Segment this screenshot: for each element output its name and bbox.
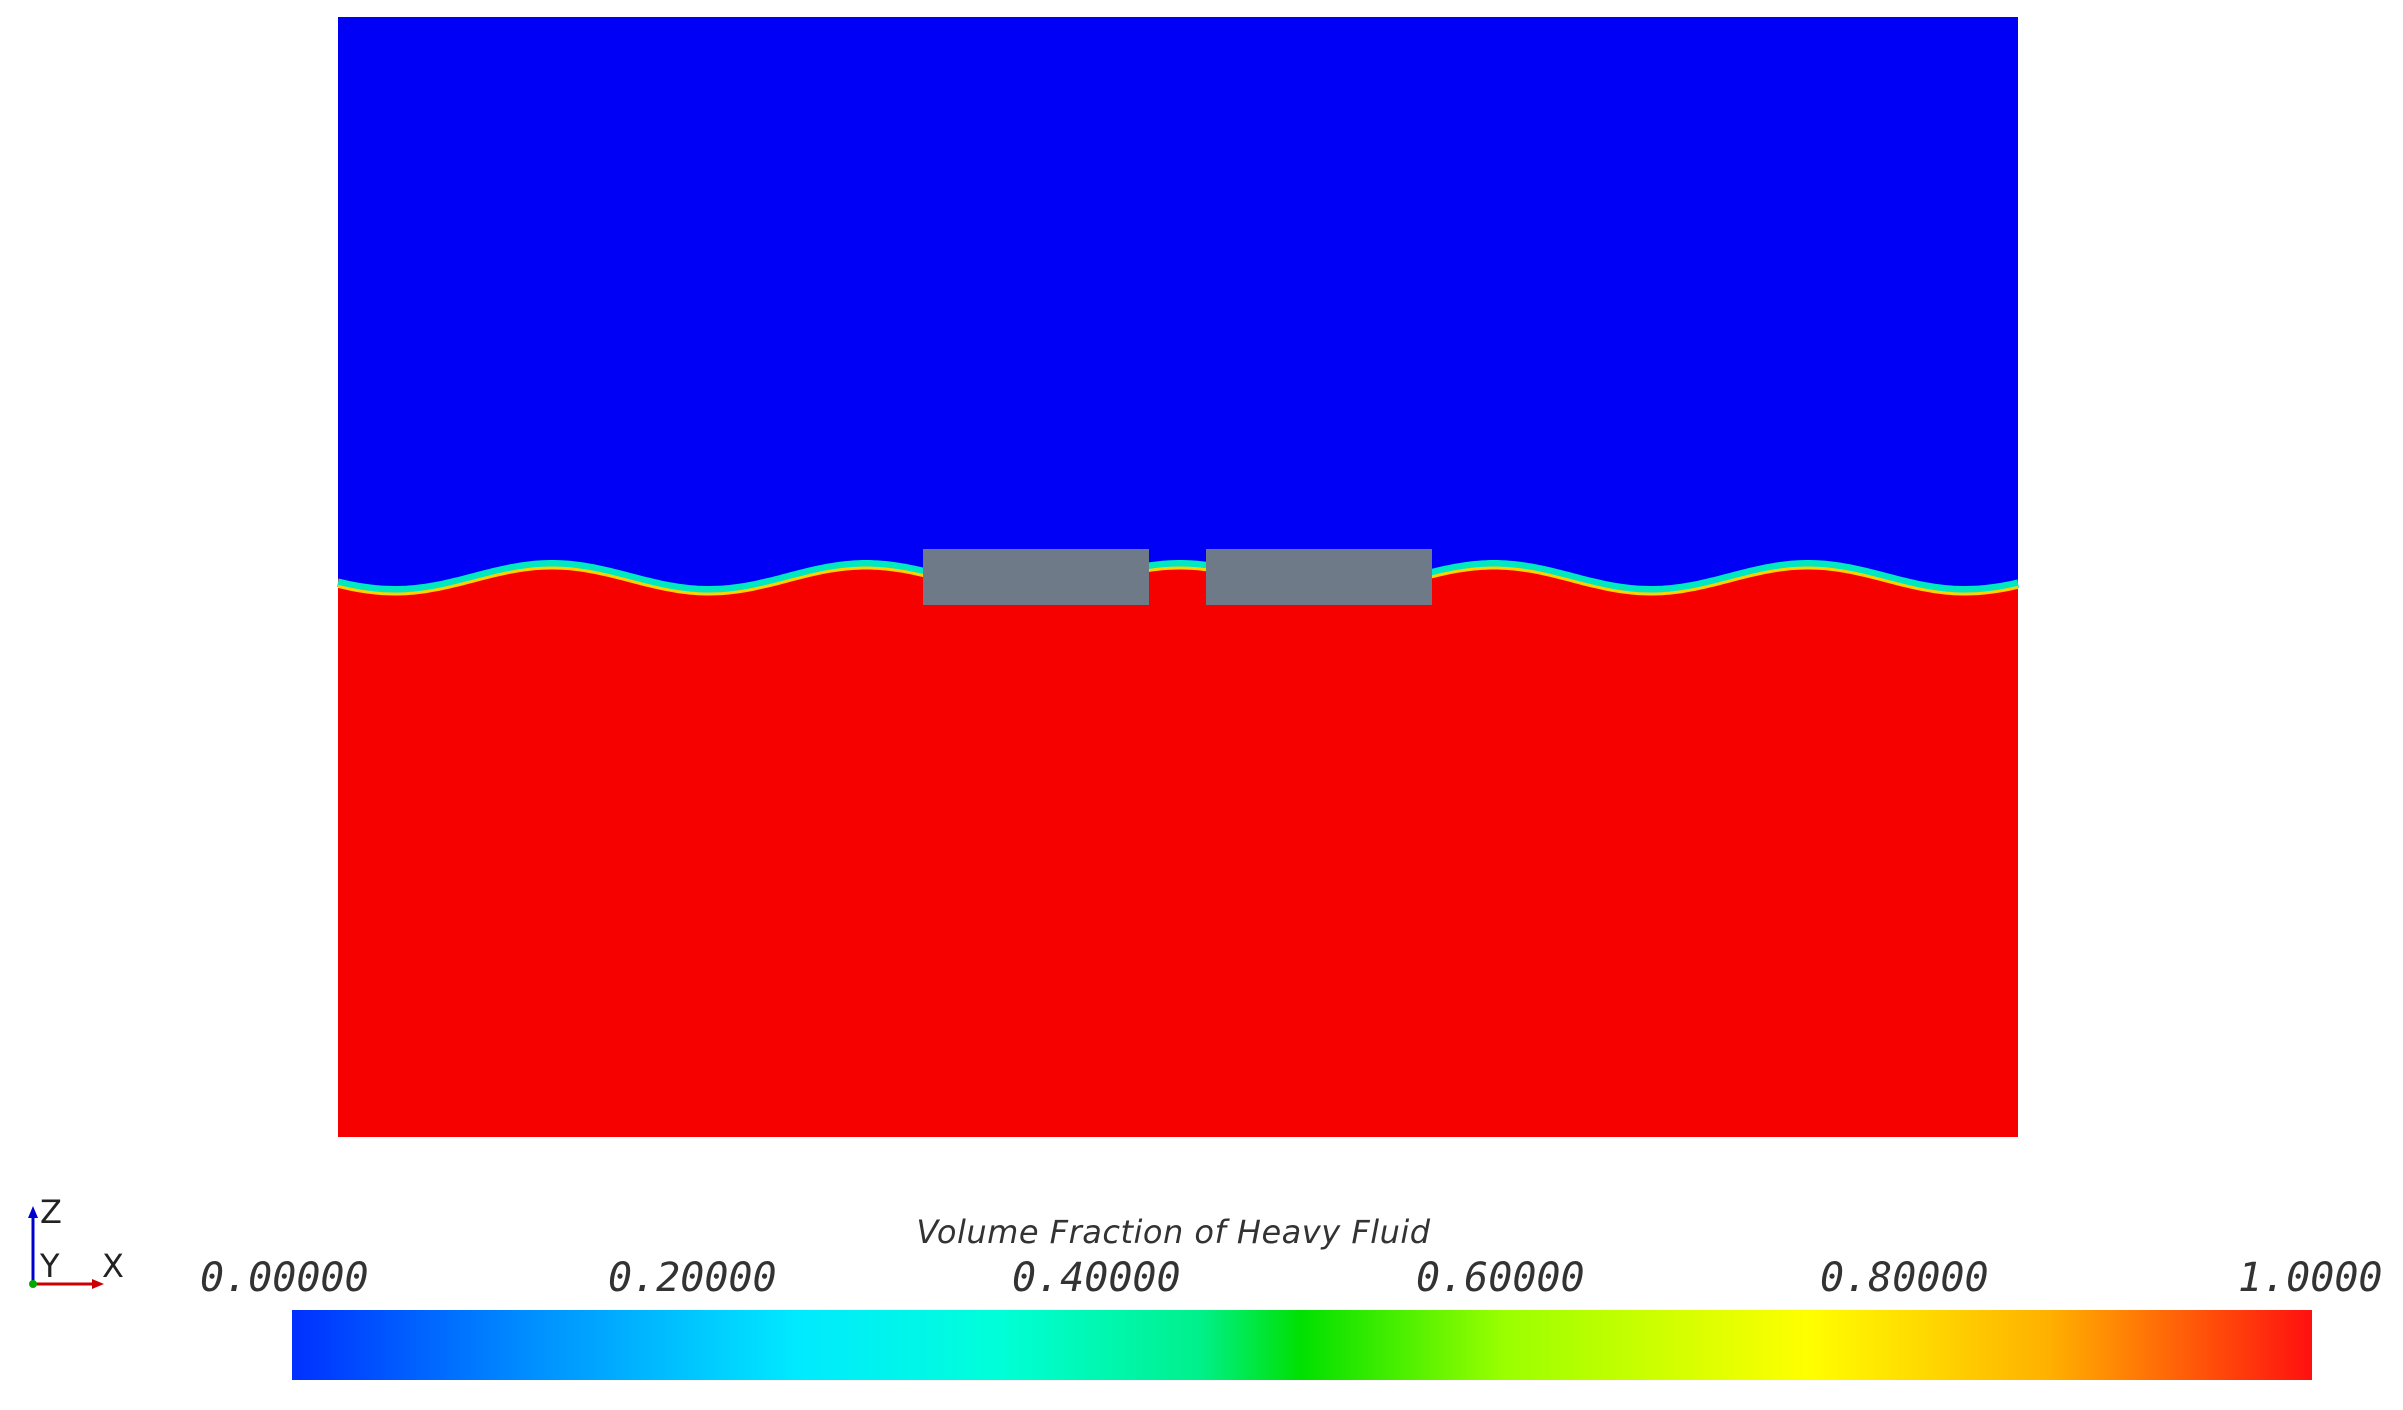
x-axis-label: X [102, 1247, 124, 1285]
z-axis-arrowhead [28, 1206, 38, 1218]
y-axis-point [29, 1280, 37, 1288]
colorbar-tick-label: 0.80000 [1820, 1255, 1989, 1301]
left-floating-body[interactable] [923, 549, 1149, 605]
free-surface-interface-edge [337, 566, 2019, 596]
free-surface-interface [337, 559, 2019, 595]
colorbar-tick-label: 0.40000 [1012, 1255, 1181, 1301]
right-floating-body[interactable] [1206, 549, 1432, 605]
colorbar-title: Volume Fraction of Heavy Fluid [916, 1213, 1431, 1251]
z-axis-label: Z [40, 1193, 62, 1231]
light-fluid-region [338, 17, 2018, 586]
colorbar-tick-label: 1.0000 [2238, 1255, 2383, 1301]
x-axis-arrowhead [92, 1279, 104, 1289]
colorbar-tick-label: 0.00000 [200, 1255, 369, 1301]
colorbar [292, 1310, 2312, 1380]
colorbar-tick-label: 0.60000 [1416, 1255, 1585, 1301]
colorbar-tick-label: 0.20000 [608, 1255, 777, 1301]
axes-triad [28, 1206, 104, 1289]
y-axis-label: Y [40, 1247, 60, 1285]
